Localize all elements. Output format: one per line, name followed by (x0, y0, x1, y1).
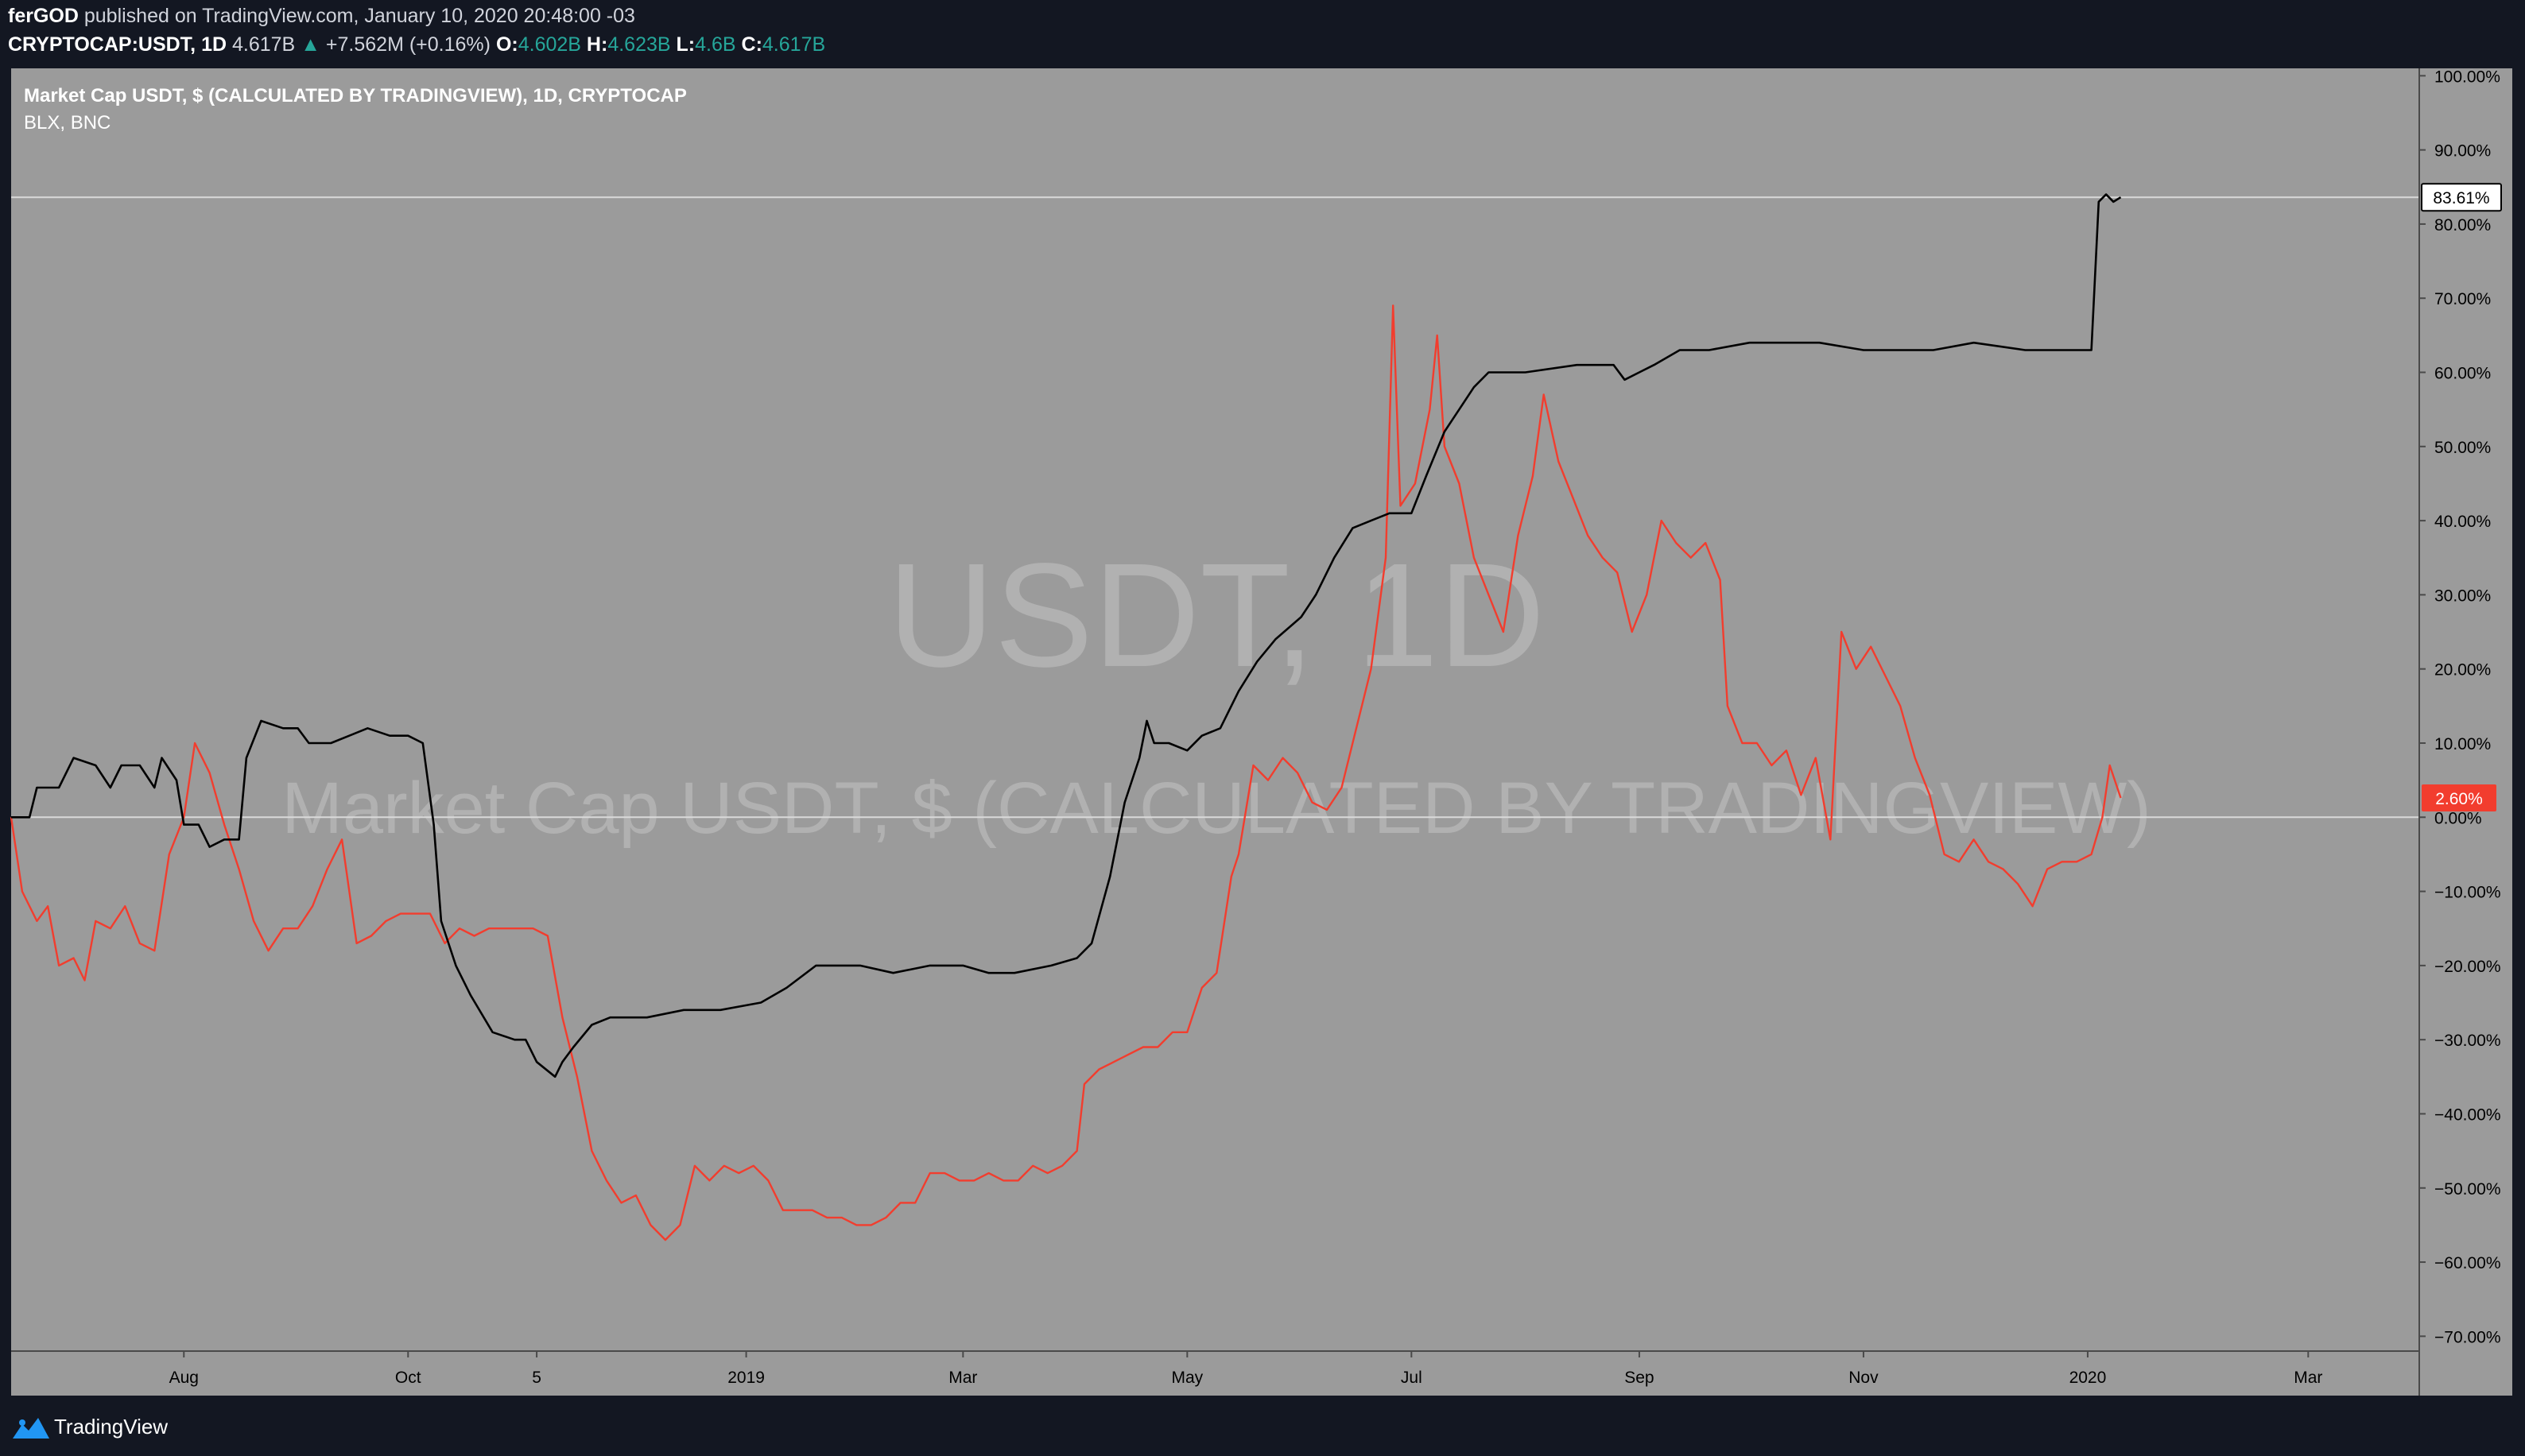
change-arrow-icon: ▲ (301, 33, 320, 56)
ohlc-high-value: 4.623B (607, 33, 671, 56)
time-tick-label: Jul (1401, 1369, 1422, 1387)
ohlc-close-key: C: (741, 33, 762, 56)
legend-compare-series[interactable]: BLX, BNC (24, 112, 111, 134)
publish-info: ferGOD published on TradingView.com, Jan… (8, 5, 635, 28)
time-tick-label: 5 (532, 1369, 541, 1387)
time-axis[interactable]: Aug Oct 5 2019 Mar May Jul Sep Nov 2020 Mar (169, 1351, 2323, 1387)
price-tick-label: 20.00% (2434, 661, 2491, 680)
published-text: published on TradingView.com, January 10… (83, 5, 635, 27)
usdt-badge-label: 83.61% (2433, 189, 2489, 207)
blx-badge-background (2422, 784, 2496, 812)
price-tick-label: 10.00% (2434, 735, 2491, 753)
price-tick-label: 30.00% (2434, 587, 2491, 605)
usdt-last-value-badge: 83.61% (2421, 183, 2502, 212)
watermark-symbol: USDT, 1D (888, 533, 1546, 698)
price-tick-label: −10.00% (2434, 884, 2501, 902)
series-line-usdt (11, 193, 2122, 1078)
price-axis[interactable]: 100.00% 90.00% 80.00% 70.00% 60.00% 50.00% 40.… (2419, 68, 2501, 1346)
time-tick-label: May (1171, 1369, 1203, 1387)
time-tick-label: Mar (2294, 1369, 2322, 1387)
publisher-name[interactable]: ferGOD (8, 5, 79, 27)
footer: TradingView (0, 1400, 2525, 1456)
price-tick-label: −70.00% (2434, 1328, 2501, 1346)
tradingview-brand[interactable]: TradingView (54, 1415, 169, 1439)
time-tick-label: 2020 (2069, 1369, 2107, 1387)
symbol-info: CRYPTOCAP:USDT, 1D 4.617B ▲ +7.562M (+0.… (8, 33, 825, 56)
ohlc-high-key: H: (586, 33, 608, 56)
blx-last-value-badge: 2.60% (2422, 784, 2496, 812)
symbol-name[interactable]: CRYPTOCAP:USDT, 1D (8, 33, 227, 56)
price-tick-label: 100.00% (2434, 68, 2500, 86)
ohlc-close-value: 4.617B (762, 33, 826, 56)
price-tick-label: 50.00% (2434, 439, 2491, 457)
price-tick-label: −40.00% (2434, 1106, 2501, 1124)
tradingview-logo-icon[interactable] (11, 1413, 51, 1440)
legend-main-series[interactable]: Market Cap USDT, $ (CALCULATED BY TRADIN… (24, 85, 687, 106)
plot-area[interactable] (11, 68, 2418, 1396)
usdt-badge-background (2421, 183, 2502, 212)
price-tick-label: −30.00% (2434, 1032, 2501, 1050)
time-tick-label: 2019 (727, 1369, 765, 1387)
time-tick-label: Nov (1848, 1369, 1879, 1387)
ohlc-low-key: L: (676, 33, 696, 56)
price-tick-label: 90.00% (2434, 142, 2491, 161)
price-tick-label: 60.00% (2434, 365, 2491, 383)
last-price: 4.617B (232, 33, 296, 56)
price-tick-label: 70.00% (2434, 290, 2491, 308)
price-tick-label: −60.00% (2434, 1254, 2501, 1272)
time-tick-label: Mar (948, 1369, 977, 1387)
ohlc-open-key: O: (495, 33, 518, 56)
price-tick-label: 0.00% (2434, 809, 2482, 827)
series-line-blx (10, 304, 2122, 1241)
time-tick-label: Oct (395, 1369, 421, 1387)
price-change: +7.562M (+0.16%) (325, 33, 491, 56)
time-tick-label: Aug (169, 1369, 199, 1387)
price-tick-label: 40.00% (2434, 513, 2491, 531)
time-tick-label: Sep (1624, 1369, 1654, 1387)
price-tick-label: −50.00% (2434, 1180, 2501, 1198)
price-tick-label: −20.00% (2434, 958, 2501, 976)
blx-badge-label: 2.60% (2435, 790, 2483, 808)
price-tick-label: 80.00% (2434, 216, 2491, 234)
header: ferGOD published on TradingView.com, Jan… (8, 0, 2520, 64)
ohlc-open-value: 4.602B (518, 33, 581, 56)
ohlc-low-value: 4.6B (695, 33, 736, 56)
watermark-description: Market Cap USDT, $ (CALCULATED BY TRADIN… (281, 768, 2151, 849)
